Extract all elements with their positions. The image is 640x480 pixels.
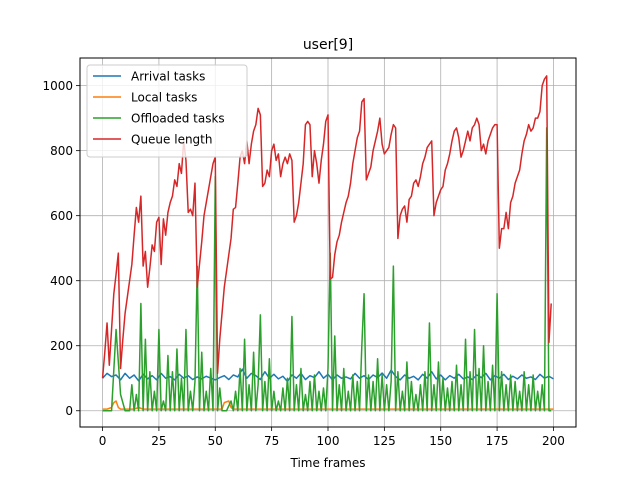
y-axis-ticks: 0 200 400 600 800 1000	[42, 79, 80, 418]
legend-label-arrival-tasks: Arrival tasks	[131, 70, 205, 84]
x-tick-label: 150	[429, 434, 452, 448]
x-tick-label: 25	[151, 434, 166, 448]
x-tick-label: 125	[373, 434, 396, 448]
series-line-queue-length	[101, 75, 552, 379]
x-tick-label: 50	[208, 434, 223, 448]
legend-label-offloaded-tasks: Offloaded tasks	[131, 112, 225, 126]
y-tick-label: 600	[50, 209, 73, 223]
x-tick-label: 175	[486, 434, 509, 448]
y-tick-label: 400	[50, 274, 73, 288]
legend-box	[86, 64, 248, 158]
legend-label-queue-length: Queue length	[131, 133, 213, 147]
x-tick-label: 0	[99, 434, 107, 448]
chart-title: user[9]	[303, 37, 353, 53]
y-tick-label: 200	[50, 339, 73, 353]
x-tick-label: 100	[317, 434, 340, 448]
series-layer	[101, 75, 554, 412]
x-tick-label: 75	[264, 434, 279, 448]
series-line-offloaded-tasks	[102, 127, 552, 412]
x-axis-ticks: 0 25 50 75 100 125 150 175 200	[99, 427, 565, 448]
x-axis-label: Time frames	[289, 456, 365, 470]
legend: Arrival tasks Local tasks Offloaded tasks Q…	[86, 64, 248, 158]
series-line-local-tasks	[102, 400, 554, 410]
y-tick-label: 1000	[42, 79, 73, 93]
y-tick-label: 800	[50, 144, 73, 158]
x-tick-label: 200	[542, 434, 565, 448]
legend-label-local-tasks: Local tasks	[131, 91, 197, 105]
y-tick-label: 0	[65, 404, 73, 418]
